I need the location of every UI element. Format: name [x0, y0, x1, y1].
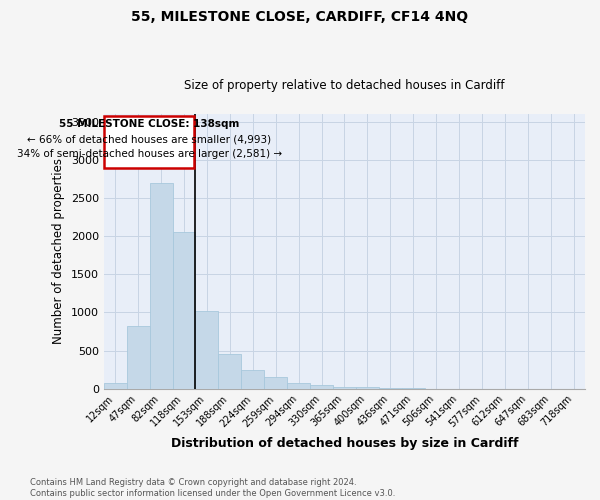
Bar: [379, 388, 401, 389]
Bar: [173, 232, 196, 389]
Bar: [356, 388, 379, 389]
Text: Contains HM Land Registry data © Crown copyright and database right 2024.
Contai: Contains HM Land Registry data © Crown c…: [30, 478, 395, 498]
Bar: [310, 386, 333, 389]
Bar: [149, 182, 173, 389]
Text: 55, MILESTONE CLOSE, CARDIFF, CF14 4NQ: 55, MILESTONE CLOSE, CARDIFF, CF14 4NQ: [131, 10, 469, 24]
Bar: [104, 382, 127, 389]
Bar: [127, 326, 149, 389]
Text: 55 MILESTONE CLOSE: 138sqm: 55 MILESTONE CLOSE: 138sqm: [59, 119, 239, 129]
Bar: [264, 377, 287, 389]
Title: Size of property relative to detached houses in Cardiff: Size of property relative to detached ho…: [184, 79, 505, 92]
Y-axis label: Number of detached properties: Number of detached properties: [52, 158, 65, 344]
Bar: [241, 370, 264, 389]
X-axis label: Distribution of detached houses by size in Cardiff: Distribution of detached houses by size …: [170, 437, 518, 450]
Text: 34% of semi-detached houses are larger (2,581) →: 34% of semi-detached houses are larger (…: [17, 149, 281, 159]
Bar: [401, 388, 425, 389]
Bar: [333, 386, 356, 389]
Bar: [218, 354, 241, 389]
FancyBboxPatch shape: [104, 116, 194, 168]
Bar: [287, 382, 310, 389]
Bar: [196, 311, 218, 389]
Text: ← 66% of detached houses are smaller (4,993): ← 66% of detached houses are smaller (4,…: [27, 134, 271, 144]
